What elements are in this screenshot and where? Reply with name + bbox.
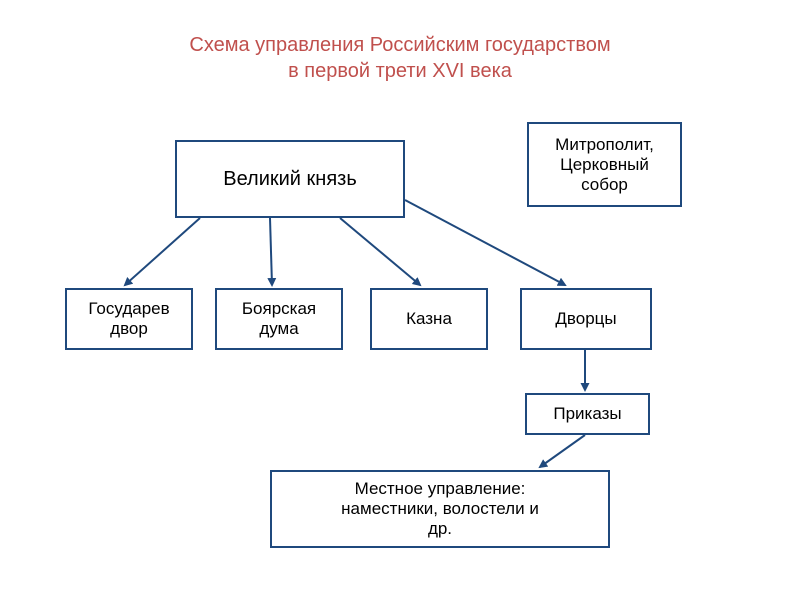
node-boyar-duma: Боярскаядума (215, 288, 343, 350)
node-metropolitan: Митрополит,Церковныйсобор (527, 122, 682, 207)
node-local-government: Местное управление:наместники, волостели… (270, 470, 610, 548)
diagram-title: Схема управления Российским государством… (0, 32, 800, 84)
node-kazna: Казна (370, 288, 488, 350)
node-label: Митрополит,Церковныйсобор (555, 135, 654, 195)
node-label: Боярскаядума (242, 299, 316, 339)
node-gosudarev-dvor: Государевдвор (65, 288, 193, 350)
node-prikazy: Приказы (525, 393, 650, 435)
node-grand-prince: Великий князь (175, 140, 405, 218)
node-label: Великий князь (223, 168, 357, 191)
title-line1: Схема управления Российским государством (189, 34, 610, 56)
node-dvortsy: Дворцы (520, 288, 652, 350)
node-label: Дворцы (555, 309, 616, 329)
node-label: Казна (406, 309, 452, 329)
node-label: Приказы (553, 404, 621, 424)
node-label: Государевдвор (88, 299, 169, 339)
node-label: Местное управление:наместники, волостели… (341, 479, 539, 539)
title-line2: в первой трети XVI века (288, 60, 512, 82)
